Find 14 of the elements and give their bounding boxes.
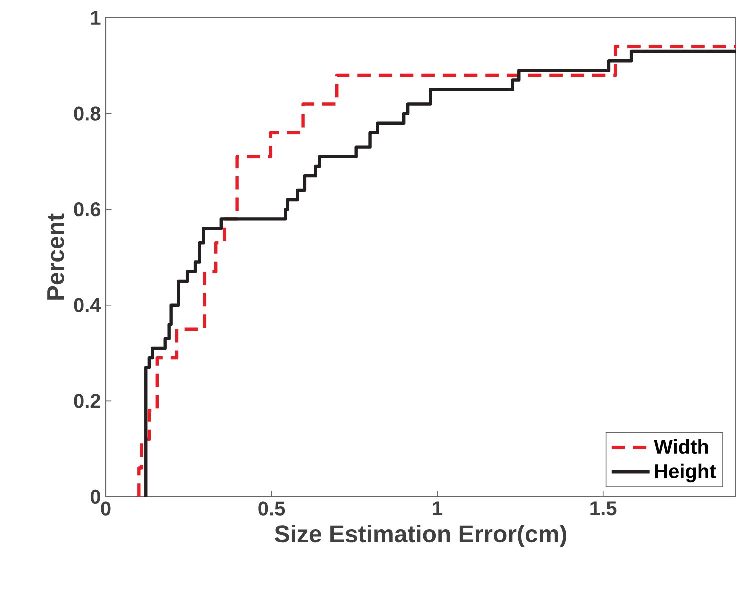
x-tick-label: 0 <box>101 502 111 516</box>
y-tick-label: 0.4 <box>74 298 102 312</box>
y-tick-label: 1 <box>91 11 101 25</box>
y-tick-label: 0.6 <box>74 202 101 217</box>
y-axis-title: Percent <box>48 214 64 300</box>
y-tick-label: 0 <box>90 490 100 504</box>
legend-label: Width <box>654 439 708 454</box>
legend-label: Height <box>655 464 716 483</box>
x-tick-label: 0.5 <box>258 502 286 516</box>
x-tick-label: 1.5 <box>590 502 617 516</box>
x-axis-title: Size Estimation Error(cm) <box>274 525 566 548</box>
y-tick-label: 0.8 <box>74 106 101 121</box>
x-tick-label: 1 <box>433 502 443 516</box>
y-tick-label: 0.2 <box>74 394 100 408</box>
